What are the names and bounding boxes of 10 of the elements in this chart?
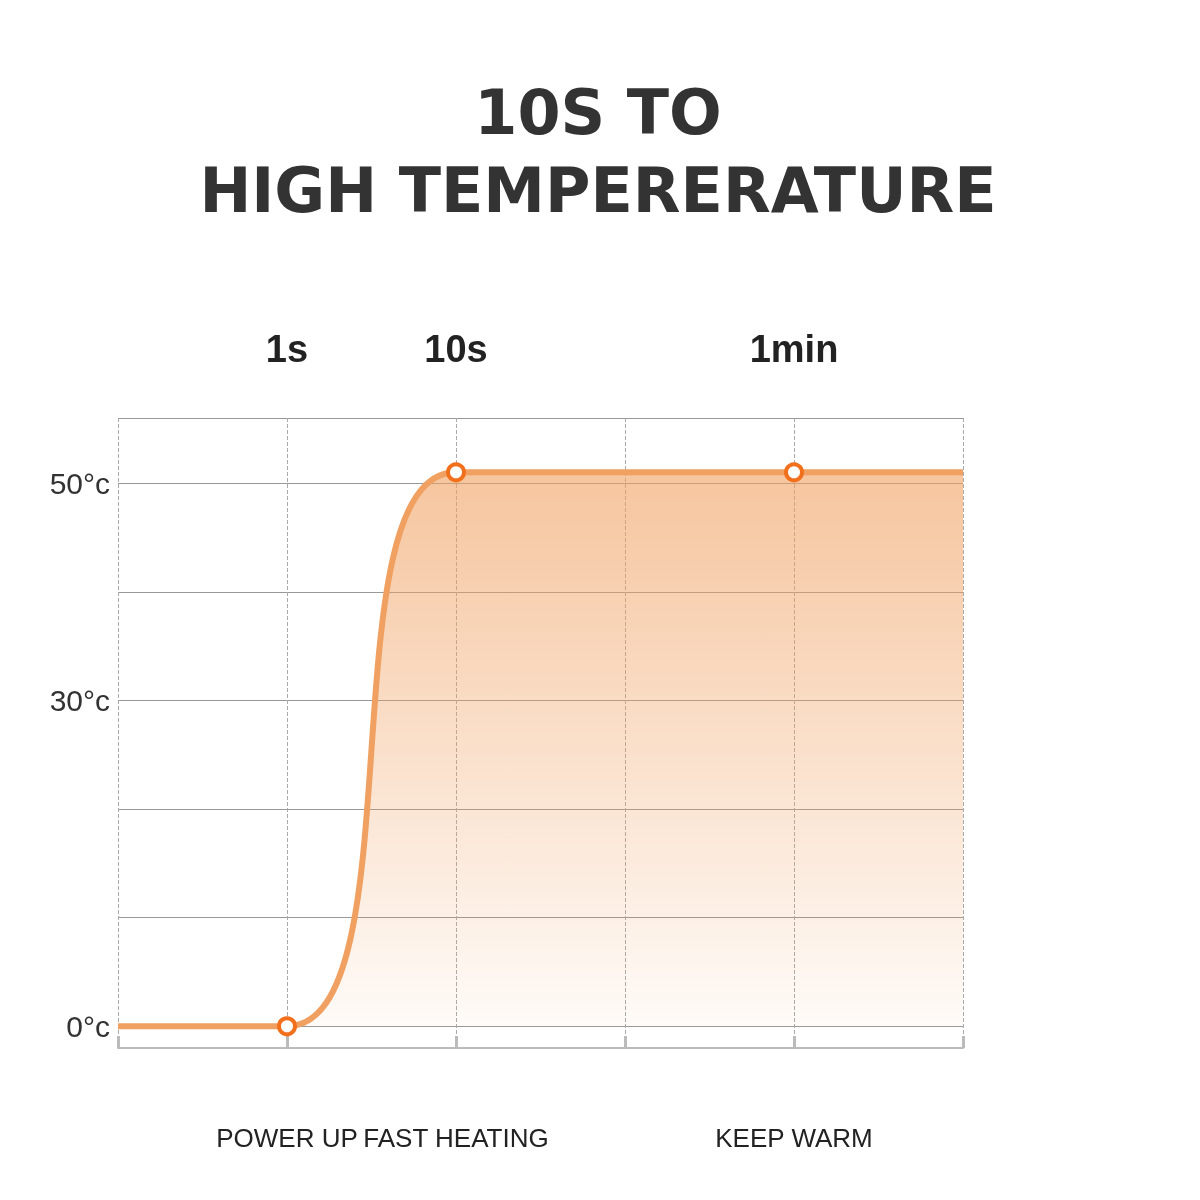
y-tick-label: 0°c [66,1009,110,1043]
text: POWER UP [216,1123,358,1153]
x-tick-label: 1s [265,328,309,370]
chart-title: 10S TO HIGH TEMPERERATURE [199,75,997,227]
x-tick-label: 1min [749,328,839,370]
y-tick-label: 30°c [49,683,110,717]
y-tick-label: 50°c [49,466,110,500]
x-tick-label: 10s [424,328,488,370]
text: FAST HEATING [363,1123,549,1153]
text: KEEP WARM [715,1123,873,1153]
